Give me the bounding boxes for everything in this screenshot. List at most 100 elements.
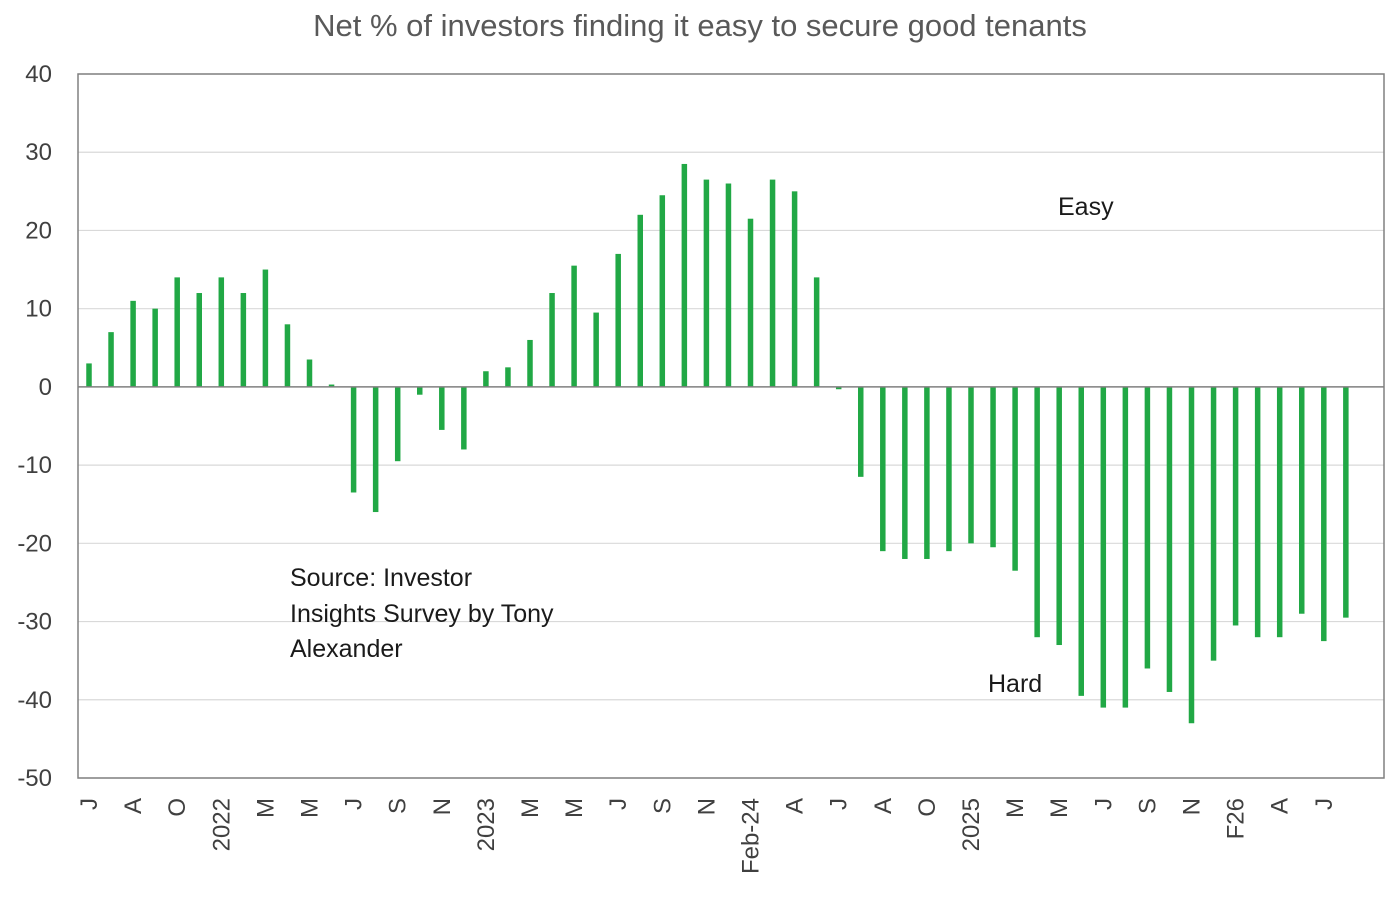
bar (835, 386, 842, 390)
bar (328, 384, 335, 387)
bar (1210, 386, 1217, 661)
x-tick-label: S (649, 798, 676, 814)
bar (483, 371, 489, 387)
bar (1299, 386, 1305, 614)
bar (924, 386, 930, 559)
bar (372, 386, 379, 513)
bar (284, 324, 291, 387)
bar (461, 386, 467, 450)
bar (1144, 386, 1151, 669)
x-tick-label: N (693, 798, 720, 815)
bar (946, 386, 952, 552)
source-line-2: Insights Survey by Tony (290, 600, 554, 628)
y-tick-label: 30 (25, 139, 52, 166)
bar (1056, 386, 1062, 646)
bar (1078, 386, 1084, 696)
source-line-1: Source: Investor (290, 564, 472, 592)
x-tick-label: A (782, 798, 809, 814)
bar (968, 386, 974, 544)
x-axis-ticks: J A O 2022 M M J S N 2023 M M J S N Feb-24 A J A O 2025 M M J S N… (76, 798, 1338, 874)
bar (990, 386, 996, 548)
bar (306, 359, 313, 387)
x-tick-label: M (1002, 798, 1029, 818)
y-tick-label: -40 (17, 687, 52, 714)
bar (1122, 386, 1129, 708)
x-tick-label: S (1134, 798, 1161, 814)
x-tick-label: J (341, 798, 368, 810)
bar (593, 312, 599, 387)
bar (813, 277, 820, 387)
bar (218, 277, 225, 387)
x-tick-label: J (826, 798, 853, 810)
x-tick-label: M (517, 798, 544, 818)
chart-title: Net % of investors finding it easy to se… (313, 8, 1087, 43)
x-tick-label: 2023 (473, 798, 500, 851)
bar (1343, 386, 1349, 618)
x-tick-label: J (76, 798, 103, 810)
bar (1100, 386, 1107, 708)
bar (1232, 386, 1239, 626)
bar (637, 214, 643, 387)
plot-frame (77, 73, 1385, 779)
y-tick-label: -30 (17, 609, 52, 636)
x-tick-label: M (297, 798, 324, 818)
bar (1012, 386, 1018, 571)
bar (747, 218, 754, 387)
y-tick-label: -50 (17, 765, 52, 792)
bar (240, 293, 247, 387)
bar (86, 363, 92, 387)
bar (262, 269, 269, 387)
x-tick-label: J (605, 798, 632, 810)
bar (1188, 386, 1195, 724)
bar (791, 191, 798, 387)
x-tick-label: J (1311, 798, 1338, 810)
bar (417, 386, 423, 395)
bar (902, 386, 908, 559)
bar (130, 300, 136, 387)
bar (527, 339, 533, 387)
x-tick-label: F26 (1223, 798, 1250, 839)
bar (858, 386, 864, 477)
x-tick-label: N (429, 798, 456, 815)
x-tick-label: S (385, 798, 412, 814)
bar (350, 386, 357, 493)
bar (174, 277, 180, 387)
y-tick-label: 40 (25, 61, 52, 88)
bar (571, 265, 577, 387)
x-tick-label: M (1046, 798, 1073, 818)
bar (152, 308, 158, 387)
x-tick-label: A (1267, 798, 1294, 814)
x-tick-label: O (164, 798, 191, 817)
x-tick-label: O (914, 798, 941, 817)
bar (1276, 386, 1283, 638)
x-tick-label: J (1090, 798, 1117, 810)
x-tick-label: 2022 (208, 798, 235, 851)
bar (769, 179, 776, 387)
bar (549, 293, 555, 387)
y-tick-label: -20 (17, 530, 52, 557)
x-tick-label: M (252, 798, 279, 818)
x-tick-label: A (870, 798, 897, 814)
bar (1034, 386, 1040, 638)
bar (659, 195, 666, 387)
y-tick-label: 10 (25, 296, 52, 323)
x-tick-label: N (1179, 798, 1206, 815)
y-tick-label: -10 (17, 452, 52, 479)
bar (1166, 386, 1173, 692)
bar (725, 183, 732, 387)
bar (196, 293, 202, 387)
gridlines (78, 73, 1384, 779)
bar (1254, 386, 1261, 638)
y-axis-ticks: 40 30 20 10 0 -10 -20 -30 -40 -50 (17, 61, 52, 792)
bar (108, 332, 114, 387)
x-tick-label: Feb-24 (738, 798, 765, 874)
bar (394, 386, 401, 462)
bar (439, 386, 445, 430)
bar (505, 367, 511, 387)
x-tick-label: 2025 (958, 798, 985, 851)
y-tick-label: 0 (39, 374, 52, 401)
bar (681, 163, 688, 387)
y-tick-label: 20 (25, 217, 52, 244)
bar-series (86, 163, 1349, 724)
